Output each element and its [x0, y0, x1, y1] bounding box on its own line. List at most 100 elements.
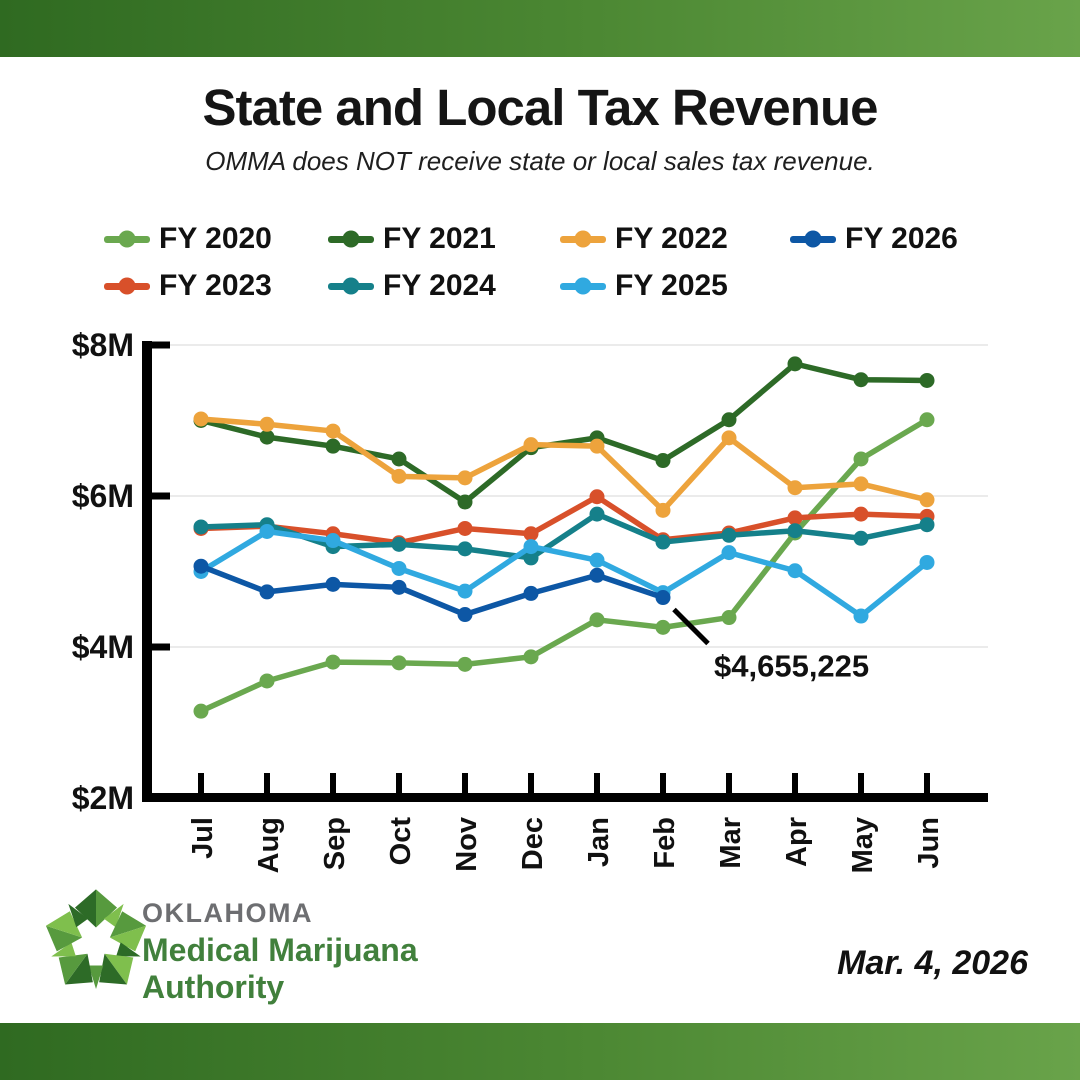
data-point-fy-2025-apr — [787, 563, 803, 579]
legend-marker-icon — [328, 230, 374, 248]
y-tick — [152, 492, 170, 500]
data-point-fy-2025-dec — [523, 539, 539, 555]
x-tick — [924, 773, 930, 793]
logo-shard — [65, 953, 93, 985]
data-point-fy-2022-feb — [655, 502, 671, 518]
x-tick-label-jan: Jan — [583, 817, 615, 867]
data-point-fy-2024-nov — [457, 541, 473, 557]
data-point-fy-2020-feb — [655, 619, 671, 635]
data-point-fy-2022-may — [853, 476, 869, 492]
data-point-fy-2024-dec — [523, 550, 539, 566]
legend-marker-icon — [104, 230, 150, 248]
annotation-value-label: $4,655,225 — [714, 649, 869, 684]
data-point-fy-2025-jun — [919, 554, 935, 570]
legend-dot-icon — [118, 230, 136, 248]
series-line-fy-2021 — [198, 361, 930, 505]
series-line-fy-2024 — [198, 511, 930, 561]
x-tick-label-mar: Mar — [715, 817, 747, 869]
data-point-fy-2020-mar — [721, 610, 737, 626]
data-point-fy-2023-may — [853, 506, 869, 522]
x-axis-spine — [142, 793, 988, 802]
org-name-oklahoma: OKLAHOMA — [142, 898, 313, 928]
data-point-fy-2022-apr — [787, 480, 803, 496]
legend-label: FY 2022 — [615, 222, 728, 255]
data-point-fy-2025-oct — [391, 560, 407, 576]
logo-shard — [58, 953, 88, 985]
org-name-medical-marijuana: Medical Marijuana — [142, 932, 418, 968]
x-tick-label-may: May — [847, 817, 879, 873]
data-point-fy-2025-sep — [325, 533, 341, 549]
data-point-fy-2020-jun — [919, 412, 935, 428]
data-point-fy-2024-mar — [721, 527, 737, 543]
bottom-green-banner — [0, 1023, 1080, 1080]
y-tick-label: $8M — [72, 327, 134, 363]
data-point-fy-2021-jun — [919, 372, 935, 388]
data-point-fy-2024-may — [853, 530, 869, 546]
logo-shard — [45, 925, 83, 952]
legend-dot-icon — [118, 277, 136, 295]
legend-label: FY 2026 — [845, 222, 958, 255]
x-tick — [198, 773, 204, 793]
annotation-pointer-line — [672, 607, 710, 646]
data-point-fy-2021-nov — [457, 494, 473, 510]
page-title: State and Local Tax Revenue — [202, 79, 879, 136]
data-point-fy-2020-jul — [193, 703, 209, 719]
data-point-fy-2020-nov — [457, 656, 473, 672]
data-point-fy-2020-sep — [325, 654, 341, 670]
data-point-fy-2026-dec — [523, 585, 539, 601]
legend-marker-icon — [560, 230, 606, 248]
data-point-fy-2023-nov — [457, 520, 473, 536]
data-point-fy-2024-oct — [391, 536, 407, 552]
report-date: Mar. 4, 2026 — [837, 944, 1028, 982]
data-point-fy-2024-apr — [787, 523, 803, 539]
data-point-fy-2021-sep — [325, 438, 341, 454]
data-point-fy-2021-feb — [655, 453, 671, 469]
page-subtitle: OMMA does NOT receive state or local sal… — [205, 146, 875, 176]
legend-dot-icon — [804, 230, 822, 248]
legend-marker-icon — [104, 277, 150, 295]
x-tick — [660, 773, 666, 793]
revenue-line-chart: $8M $6M $4M $2M Jul Aug Sep Oct Nov Dec Jan Feb Mar A… — [72, 327, 988, 873]
x-tick — [264, 773, 270, 793]
x-tick-label-aug: Aug — [253, 817, 285, 873]
y-tick — [152, 643, 170, 651]
x-tick-label-dec: Dec — [517, 817, 549, 870]
data-point-fy-2020-dec — [523, 649, 539, 665]
data-point-fy-2020-oct — [391, 655, 407, 671]
y-tick — [152, 341, 170, 349]
legend-item-fy-2026: FY 2026 — [790, 222, 1024, 256]
y-tick-label: $2M — [72, 780, 134, 816]
legend-label: FY 2025 — [615, 269, 728, 302]
logo-shard — [51, 942, 76, 957]
data-point-fy-2025-aug — [259, 523, 275, 539]
data-point-fy-2024-feb — [655, 534, 671, 550]
data-point-fy-2023-apr — [787, 510, 803, 526]
logo-shard — [116, 942, 141, 957]
data-point-fy-2022-jun — [919, 492, 935, 508]
x-tick-label-nov: Nov — [451, 817, 483, 872]
series-line-fy-2020 — [198, 416, 930, 714]
data-point-fy-2026-feb — [655, 590, 671, 606]
legend-marker-icon — [328, 277, 374, 295]
chart-legend: FY 2020 FY 2021 FY 2022 FY 2026 FY 2023 FY 20… — [104, 222, 1024, 303]
logo-shard — [109, 925, 147, 952]
data-point-fy-2021-apr — [787, 356, 803, 372]
x-tick-label-sep: Sep — [319, 817, 351, 870]
data-point-fy-2022-nov — [457, 470, 473, 486]
logo-shard — [103, 903, 124, 928]
x-tick — [858, 773, 864, 793]
data-point-fy-2025-nov — [457, 583, 473, 599]
data-point-fy-2024-jun — [919, 517, 935, 533]
legend-item-fy-2023: FY 2023 — [104, 269, 328, 303]
logo-shard — [45, 911, 83, 938]
logo-shard — [88, 965, 104, 990]
logo-shard — [104, 953, 134, 985]
data-point-fy-2025-jan — [589, 552, 605, 568]
legend-marker-icon — [790, 230, 836, 248]
data-point-fy-2022-sep — [325, 423, 341, 439]
data-point-fy-2023-jan — [589, 489, 605, 505]
data-point-fy-2022-aug — [259, 416, 275, 432]
x-tick-label-jul: Jul — [187, 817, 219, 859]
y-tick — [152, 794, 170, 802]
